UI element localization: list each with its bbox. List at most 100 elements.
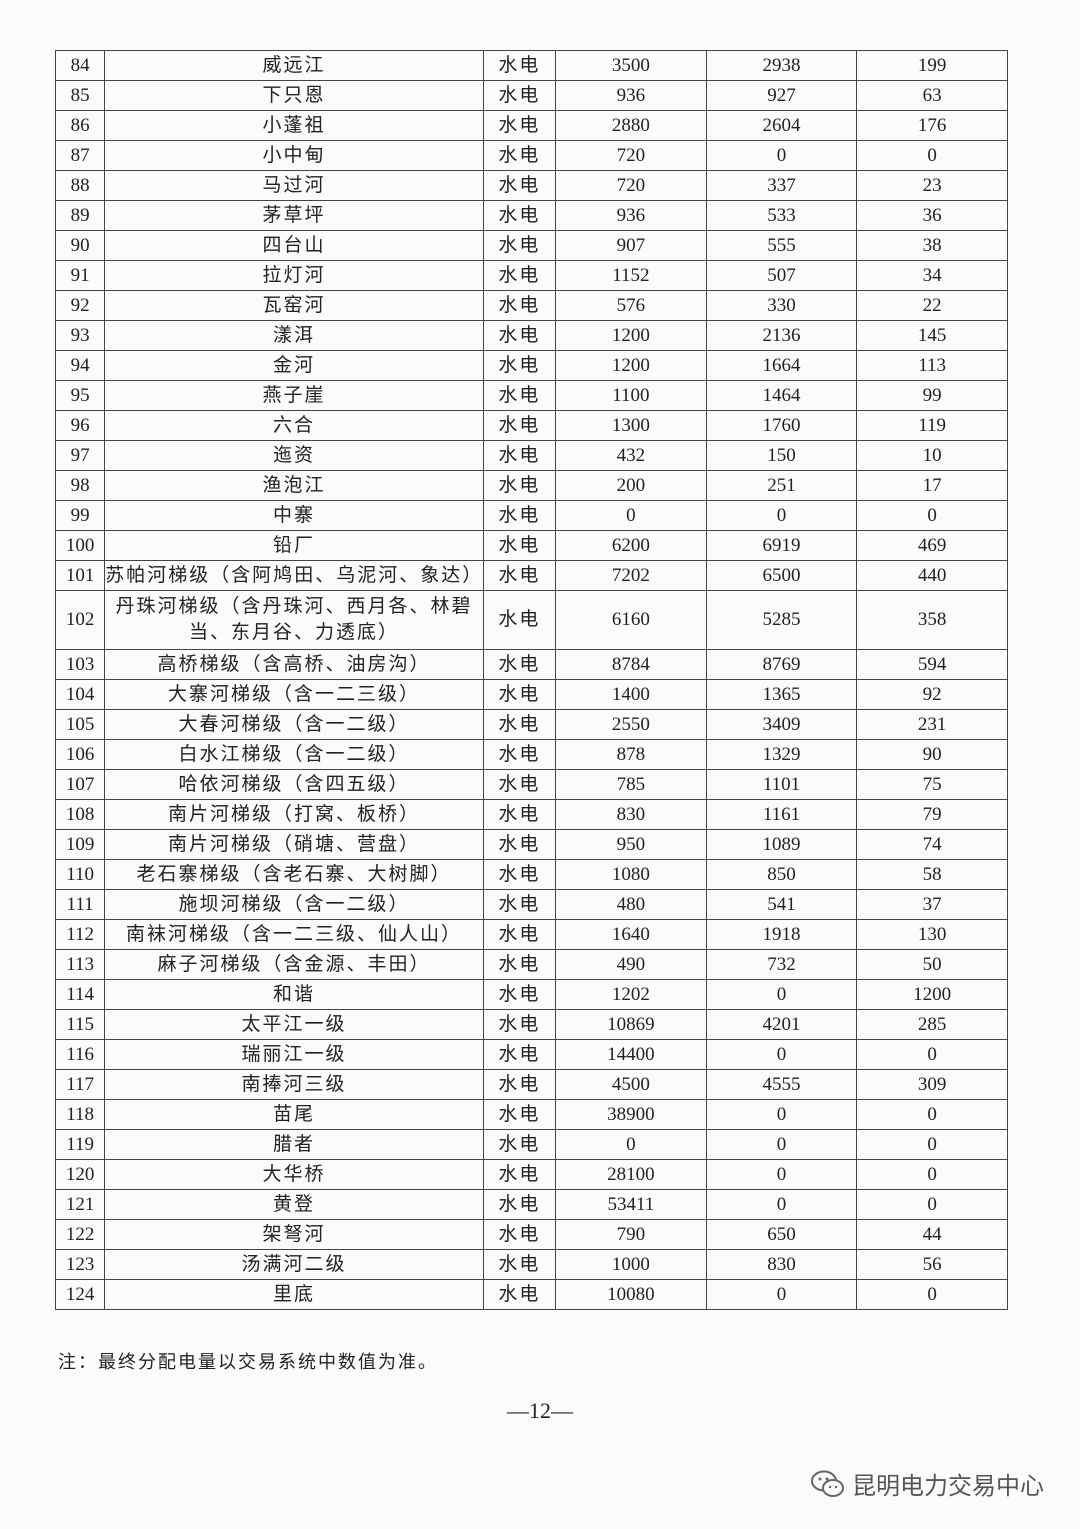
value-2: 150 [705,440,858,471]
table-row: 95 燕子崖 水电 1100 1464 99 [54,380,1008,411]
value-3: 113 [856,350,1008,381]
station-name: 南片河梯级（硝塘、营盘） [104,829,484,860]
value-2: 507 [705,260,858,291]
value-3: 0 [856,500,1008,531]
station-type: 水电 [482,410,557,441]
row-number: 95 [54,380,106,411]
value-1: 2550 [555,709,707,740]
row-number: 101 [54,560,106,591]
value-1: 1202 [555,979,707,1010]
value-1: 28100 [555,1159,707,1190]
row-number: 90 [54,230,106,261]
value-1: 0 [555,1129,707,1160]
value-1: 790 [555,1219,707,1250]
row-number: 84 [54,50,106,81]
row-number: 98 [54,470,106,501]
value-2: 330 [705,290,858,321]
value-1: 950 [555,829,707,860]
value-2: 533 [705,200,858,231]
value-3: 0 [856,1159,1008,1190]
station-type: 水电 [482,919,557,950]
station-type: 水电 [482,1099,557,1130]
value-3: 145 [856,320,1008,351]
value-1: 4500 [555,1069,707,1100]
row-number: 103 [54,649,106,680]
value-3: 231 [856,709,1008,740]
value-3: 22 [856,290,1008,321]
row-number: 122 [54,1219,106,1250]
value-1: 1400 [555,679,707,710]
value-2: 1329 [705,739,858,770]
value-1: 7202 [555,560,707,591]
station-type: 水电 [482,560,557,591]
station-name: 渔泡江 [104,470,484,501]
table-row: 124 里底 水电 10080 0 0 [54,1279,1008,1310]
table-row: 114 和谐 水电 1202 0 1200 [54,979,1008,1010]
value-1: 480 [555,889,707,920]
station-name: 哈依河梯级（含四五级） [104,769,484,800]
value-2: 0 [705,1099,858,1130]
value-3: 50 [856,949,1008,980]
station-type: 水电 [482,50,557,81]
row-number: 92 [54,290,106,321]
station-type: 水电 [482,320,557,351]
table-row: 109 南片河梯级（硝塘、营盘） 水电 950 1089 74 [54,829,1008,860]
value-2: 1161 [705,799,858,830]
station-name: 汤满河二级 [104,1249,484,1280]
table-row: 104 大寨河梯级（含一二三级） 水电 1400 1365 92 [54,679,1008,710]
value-1: 3500 [555,50,707,81]
footnote: 注：最终分配电量以交易系统中数值为准。 [58,1352,438,1372]
table-row: 86 小蓬祖 水电 2880 2604 176 [54,110,1008,141]
station-type: 水电 [482,530,557,561]
row-number: 107 [54,769,106,800]
value-2: 337 [705,170,858,201]
station-type: 水电 [482,140,557,171]
station-name: 漾洱 [104,320,484,351]
page-number: —12— [507,1398,573,1423]
station-type: 水电 [482,470,557,501]
table-row: 88 马过河 水电 720 337 23 [54,170,1008,201]
value-3: 36 [856,200,1008,231]
value-2: 251 [705,470,858,501]
station-name: 白水江梯级（含一二级） [104,739,484,770]
table-row: 101 苏帕河梯级（含阿鸠田、乌泥河、象达） 水电 7202 6500 440 [54,560,1008,591]
row-number: 111 [54,889,106,920]
table-row: 118 苗尾 水电 38900 0 0 [54,1099,1008,1130]
table-row: 97 迤资 水电 432 150 10 [54,440,1008,471]
value-2: 2604 [705,110,858,141]
row-number: 112 [54,919,106,950]
station-type: 水电 [482,80,557,111]
allocation-table: 84 威远江 水电 3500 2938 199 85 下只恩 水电 936 927 63 86 小蓬祖 水电… [54,50,1008,1310]
station-name: 下只恩 [104,80,484,111]
station-name: 瓦窑河 [104,290,484,321]
value-2: 732 [705,949,858,980]
value-3: 74 [856,829,1008,860]
value-1: 1000 [555,1249,707,1280]
station-name: 苗尾 [104,1099,484,1130]
station-name: 大春河梯级（含一二级） [104,709,484,740]
value-3: 285 [856,1009,1008,1040]
station-name: 太平江一级 [104,1009,484,1040]
value-2: 6500 [705,560,858,591]
station-name: 茅草坪 [104,200,484,231]
value-1: 576 [555,290,707,321]
station-name: 大华桥 [104,1159,484,1190]
station-type: 水电 [482,889,557,920]
value-3: 0 [856,1039,1008,1070]
table-row: 84 威远江 水电 3500 2938 199 [54,50,1008,81]
station-type: 水电 [482,290,557,321]
station-type: 水电 [482,110,557,141]
value-1: 6160 [555,590,707,650]
table-row: 90 四台山 水电 907 555 38 [54,230,1008,261]
table-row: 85 下只恩 水电 936 927 63 [54,80,1008,111]
station-name: 苏帕河梯级（含阿鸠田、乌泥河、象达） [104,560,484,591]
value-3: 79 [856,799,1008,830]
station-name: 瑞丽江一级 [104,1039,484,1070]
table-row: 119 腊者 水电 0 0 0 [54,1129,1008,1160]
station-name: 丹珠河梯级（含丹珠河、西月各、林碧当、东月谷、力透底） [104,590,484,650]
value-1: 878 [555,739,707,770]
station-name: 南袜河梯级（含一二三级、仙人山） [104,919,484,950]
table-row: 117 南捧河三级 水电 4500 4555 309 [54,1069,1008,1100]
station-name: 腊者 [104,1129,484,1160]
value-2: 8769 [705,649,858,680]
